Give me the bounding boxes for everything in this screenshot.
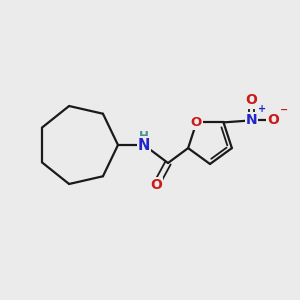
Text: +: +	[257, 104, 266, 114]
Text: H: H	[139, 130, 149, 142]
Text: O: O	[246, 93, 257, 107]
Text: O: O	[268, 113, 280, 128]
Text: −: −	[280, 104, 288, 114]
Text: N: N	[246, 113, 257, 128]
Text: N: N	[138, 137, 150, 152]
Text: O: O	[150, 178, 162, 192]
Text: O: O	[191, 116, 202, 129]
